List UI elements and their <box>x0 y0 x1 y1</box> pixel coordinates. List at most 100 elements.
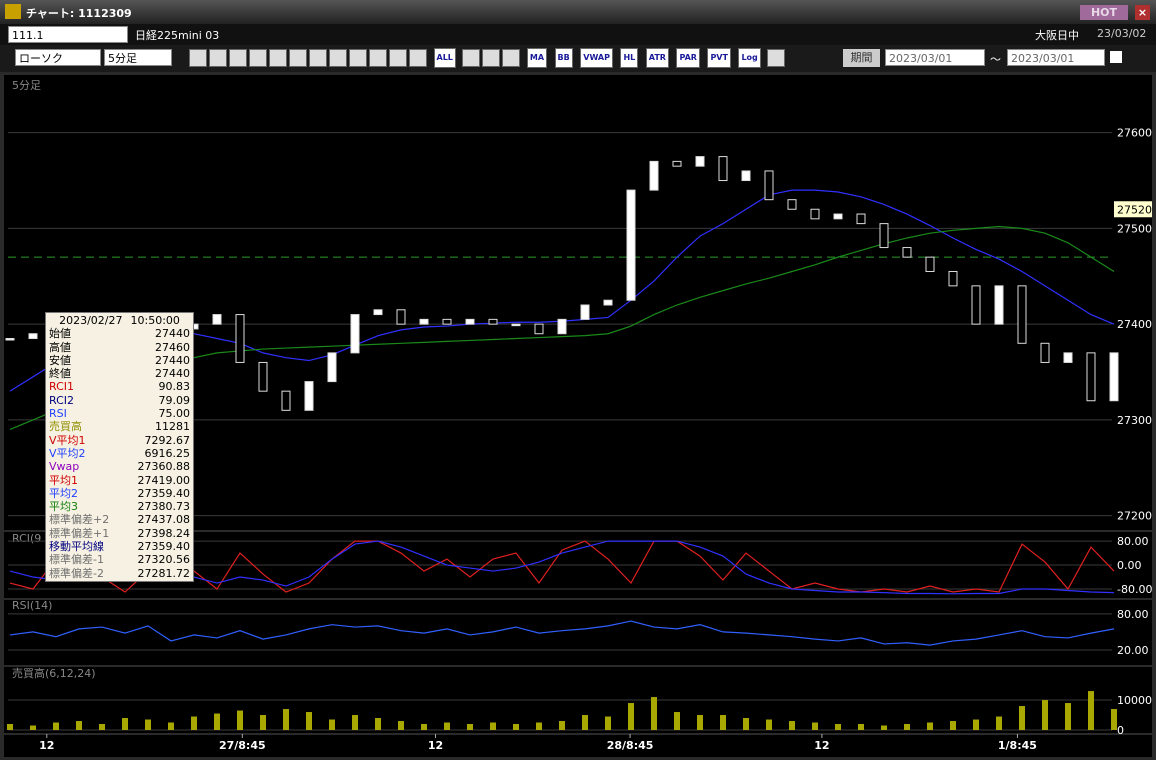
icon-button[interactable]: ATR <box>645 48 669 68</box>
info-row: 平均2 27359.40 <box>46 487 193 500</box>
info-row: 高値 27460 <box>46 341 193 354</box>
period-button[interactable]: 期間 <box>843 49 880 67</box>
icon[interactable] <box>289 49 307 67</box>
chart-type-select[interactable]: ローソク <box>15 49 101 66</box>
volume-bar <box>743 718 749 731</box>
hot-button[interactable]: HOT <box>1080 5 1128 20</box>
x-tick-label: 12 <box>814 739 829 752</box>
candle <box>856 213 866 225</box>
checkbox[interactable] <box>1110 51 1122 63</box>
instrument-name: 日経225mini 03 <box>135 29 220 42</box>
candle <box>1040 342 1050 363</box>
candle <box>465 318 475 325</box>
x-tick-label: 28/8:45 <box>607 739 654 752</box>
info-time: 10:50:00 <box>130 314 180 327</box>
candle <box>557 318 567 335</box>
volume-bar <box>122 718 128 731</box>
info-value: 27380.73 <box>137 500 191 514</box>
y-tick-label: 27500 <box>1117 222 1152 235</box>
icon-button[interactable]: VWAP <box>580 48 613 68</box>
candle <box>350 314 360 354</box>
icon[interactable] <box>309 49 327 67</box>
code-box[interactable]: 111.1 <box>8 26 128 43</box>
icon[interactable] <box>349 49 367 67</box>
volume-bar <box>490 722 496 731</box>
icon[interactable] <box>462 49 481 67</box>
date-from[interactable]: 2023/03/01 <box>885 49 985 66</box>
info-label: 平均3 <box>49 500 78 514</box>
icon[interactable] <box>229 49 247 67</box>
icon[interactable] <box>189 49 207 67</box>
icon[interactable] <box>209 49 227 67</box>
icon-button[interactable]: HL <box>620 48 639 68</box>
candle <box>994 285 1004 325</box>
y-tick-label: 27600 <box>1117 127 1152 140</box>
volume-bar <box>674 712 680 731</box>
volume-bar <box>1088 691 1094 731</box>
candle <box>971 285 981 325</box>
y-tick-label: 80.00 <box>1117 608 1149 621</box>
info-date: 2023/02/27 <box>59 314 123 327</box>
volume-bar <box>927 722 933 731</box>
volume-bar <box>191 716 197 731</box>
info-row: 平均3 27380.73 <box>46 500 193 513</box>
icon[interactable] <box>269 49 287 67</box>
volume-bar <box>444 722 450 731</box>
info-row: 安値 27440 <box>46 354 193 367</box>
volume-bar <box>283 709 289 731</box>
info-value: 90.83 <box>158 380 191 394</box>
info-value: 7292.67 <box>144 433 191 447</box>
interval-select[interactable]: 5分足 <box>104 49 172 66</box>
volume-bar <box>881 725 887 731</box>
icon-button[interactable]: PAR <box>676 48 700 68</box>
candle <box>304 381 314 411</box>
candle <box>1086 352 1096 402</box>
y-tick-label: 27400 <box>1117 318 1152 331</box>
last-price-box <box>1114 201 1152 218</box>
window-title: チャート: 1112309 <box>26 7 132 20</box>
volume-bar <box>858 724 864 731</box>
icon[interactable] <box>502 49 521 67</box>
close-button[interactable]: × <box>1135 5 1150 20</box>
info-label: 安値 <box>49 353 71 367</box>
candle <box>396 309 406 325</box>
candle <box>925 256 935 272</box>
candle <box>580 304 590 320</box>
icon[interactable] <box>389 49 407 67</box>
candle <box>672 160 682 167</box>
date-to[interactable]: 2023/03/01 <box>1007 49 1105 66</box>
info-label: Vwap <box>49 460 80 474</box>
volume-bar <box>582 715 588 731</box>
icon-button[interactable]: MA <box>526 48 548 68</box>
volume-bar <box>30 725 36 731</box>
candle <box>879 223 889 249</box>
info-label: RCI2 <box>49 393 75 407</box>
info-row: 売買高 11281 <box>46 420 193 433</box>
volume-bar <box>375 718 381 731</box>
info-row: RSI 75.00 <box>46 407 193 420</box>
info-value: 27440 <box>155 327 190 341</box>
icon[interactable] <box>249 49 267 67</box>
info-row: 標準偏差-2 27281.72 <box>46 567 193 580</box>
candle <box>212 314 222 325</box>
y-tick-label: 0 <box>1117 724 1124 737</box>
volume-bar <box>329 719 335 731</box>
icon[interactable] <box>767 49 786 67</box>
volume-bar <box>145 719 151 731</box>
icon[interactable] <box>409 49 427 67</box>
icon[interactable] <box>369 49 387 67</box>
candle <box>419 318 429 325</box>
icon[interactable] <box>482 49 501 67</box>
info-row: V平均2 6916.25 <box>46 447 193 460</box>
y-tick-label: 10000 <box>1117 694 1152 707</box>
icon[interactable] <box>329 49 347 67</box>
icon-button[interactable]: Log <box>738 48 761 68</box>
icon-button[interactable]: BB <box>554 48 573 68</box>
volume-bar <box>835 724 841 731</box>
indicator-line <box>9 620 1115 646</box>
candle <box>833 213 843 220</box>
info-label: 標準偏差-1 <box>49 553 104 567</box>
volume-bar <box>1042 700 1048 731</box>
icon-button[interactable]: PVT <box>707 48 731 68</box>
icon-button[interactable]: ALL <box>433 48 456 68</box>
